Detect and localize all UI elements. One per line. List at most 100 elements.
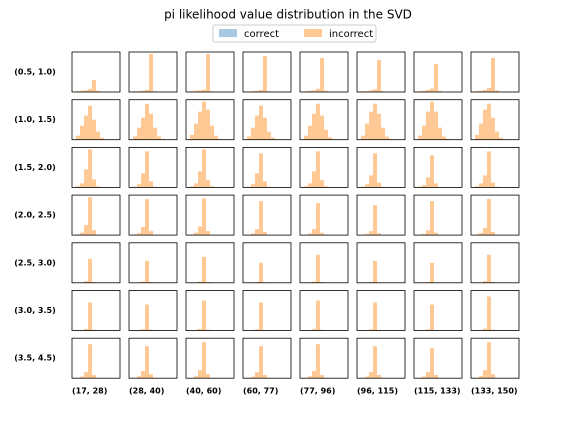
histogram-bar <box>430 262 434 283</box>
histogram-bar <box>308 376 312 379</box>
histogram-bar <box>145 103 149 140</box>
histogram-bar <box>202 101 206 140</box>
histogram-bar <box>487 199 491 236</box>
histogram-bar <box>434 64 438 92</box>
panel-frame <box>185 242 235 284</box>
panel-frame <box>299 290 349 331</box>
panel-frame <box>128 99 178 141</box>
histogram-bar <box>206 180 210 188</box>
row-label: (3.5, 4.5) <box>14 354 55 363</box>
histogram-bar <box>487 254 491 283</box>
histogram-bar <box>84 372 88 379</box>
histogram-bar <box>263 117 267 140</box>
histogram-bar <box>206 54 210 92</box>
histogram-bar <box>92 375 96 379</box>
histogram-bar <box>316 203 320 236</box>
panel-frame <box>413 290 463 331</box>
histogram-bar <box>369 231 373 236</box>
histogram-bar <box>361 135 365 140</box>
panel-frame <box>299 99 349 141</box>
histogram-bar <box>434 232 438 236</box>
panel-frame <box>71 194 121 236</box>
panel-frame <box>185 337 235 379</box>
histogram-bar <box>218 138 222 140</box>
row-label: (3.0, 3.5) <box>14 306 55 315</box>
histogram-bar <box>255 372 259 379</box>
histogram-bar <box>96 90 100 92</box>
histogram-bar <box>190 186 194 188</box>
histogram-bar <box>206 374 210 379</box>
histogram-bar <box>491 58 495 92</box>
row-label: (1.0, 1.5) <box>14 115 55 124</box>
histogram-bar <box>267 131 271 140</box>
histogram-bar <box>479 233 483 236</box>
histogram-bar <box>483 175 487 188</box>
histogram-bar <box>491 231 495 236</box>
histogram-bar <box>194 123 198 140</box>
histogram-bar <box>145 199 149 236</box>
histogram-bar <box>137 376 141 379</box>
histogram-bar <box>206 231 210 236</box>
histogram-bar <box>133 136 137 140</box>
histogram-bar <box>80 232 84 236</box>
histogram-bar <box>487 342 491 379</box>
histogram-bar <box>80 90 84 92</box>
panel-frame <box>356 194 406 236</box>
histogram-bar <box>259 201 263 236</box>
histogram-bar <box>149 374 153 379</box>
histogram-bar <box>76 91 80 92</box>
histogram-bar <box>92 230 96 236</box>
histogram-bar <box>161 138 165 140</box>
histogram-bar <box>141 281 145 283</box>
histogram-bar <box>251 376 255 379</box>
histogram-bar <box>373 346 377 379</box>
histogram-bar <box>422 125 426 140</box>
histogram-bar <box>304 135 308 140</box>
histogram-bar <box>84 328 88 331</box>
histogram-bar <box>434 375 438 379</box>
histogram-bar <box>88 88 92 92</box>
histogram-bar <box>145 90 149 92</box>
histogram-bar <box>304 91 308 92</box>
histogram-bar <box>369 111 373 140</box>
histogram-bar <box>430 88 434 92</box>
histogram-bar <box>328 137 332 140</box>
col-label: (133, 150) <box>471 387 518 396</box>
histogram-bar <box>141 117 145 140</box>
histogram-bar <box>426 177 430 188</box>
histogram-bar <box>422 233 426 236</box>
histogram-bar <box>88 258 92 283</box>
histogram-bar <box>145 346 149 379</box>
histogram-bar <box>308 125 312 140</box>
histogram-bar <box>149 113 153 140</box>
histogram-bar <box>202 256 206 283</box>
histogram-bar <box>255 329 259 331</box>
row-label: (1.5, 2.0) <box>14 163 55 172</box>
histogram-bar <box>491 374 495 379</box>
panel-frame <box>185 146 235 188</box>
histogram-bar <box>84 281 88 283</box>
histogram-bar <box>255 90 259 92</box>
histogram-bar <box>259 346 263 379</box>
panel-frame <box>128 51 178 93</box>
histogram-bar <box>145 260 149 283</box>
panel-frame <box>242 337 292 379</box>
histogram-bar <box>495 90 499 92</box>
histogram-bar <box>324 186 328 188</box>
histogram-bar <box>190 134 194 140</box>
histogram-bar <box>365 91 369 92</box>
histogram-bar <box>137 127 141 140</box>
panel-frame <box>71 242 121 284</box>
histogram-bar <box>141 173 145 188</box>
panel-frame <box>356 242 406 284</box>
histogram-bar <box>373 103 377 140</box>
histogram-bar <box>202 342 206 379</box>
histogram-bar <box>426 230 430 236</box>
histogram-bar <box>259 262 263 283</box>
histogram-bar <box>381 91 385 92</box>
histogram-bar <box>76 135 80 140</box>
histogram-bar <box>426 329 430 331</box>
panel-frame <box>470 337 520 379</box>
histogram-bar <box>430 155 434 188</box>
histogram-bar <box>479 376 483 379</box>
